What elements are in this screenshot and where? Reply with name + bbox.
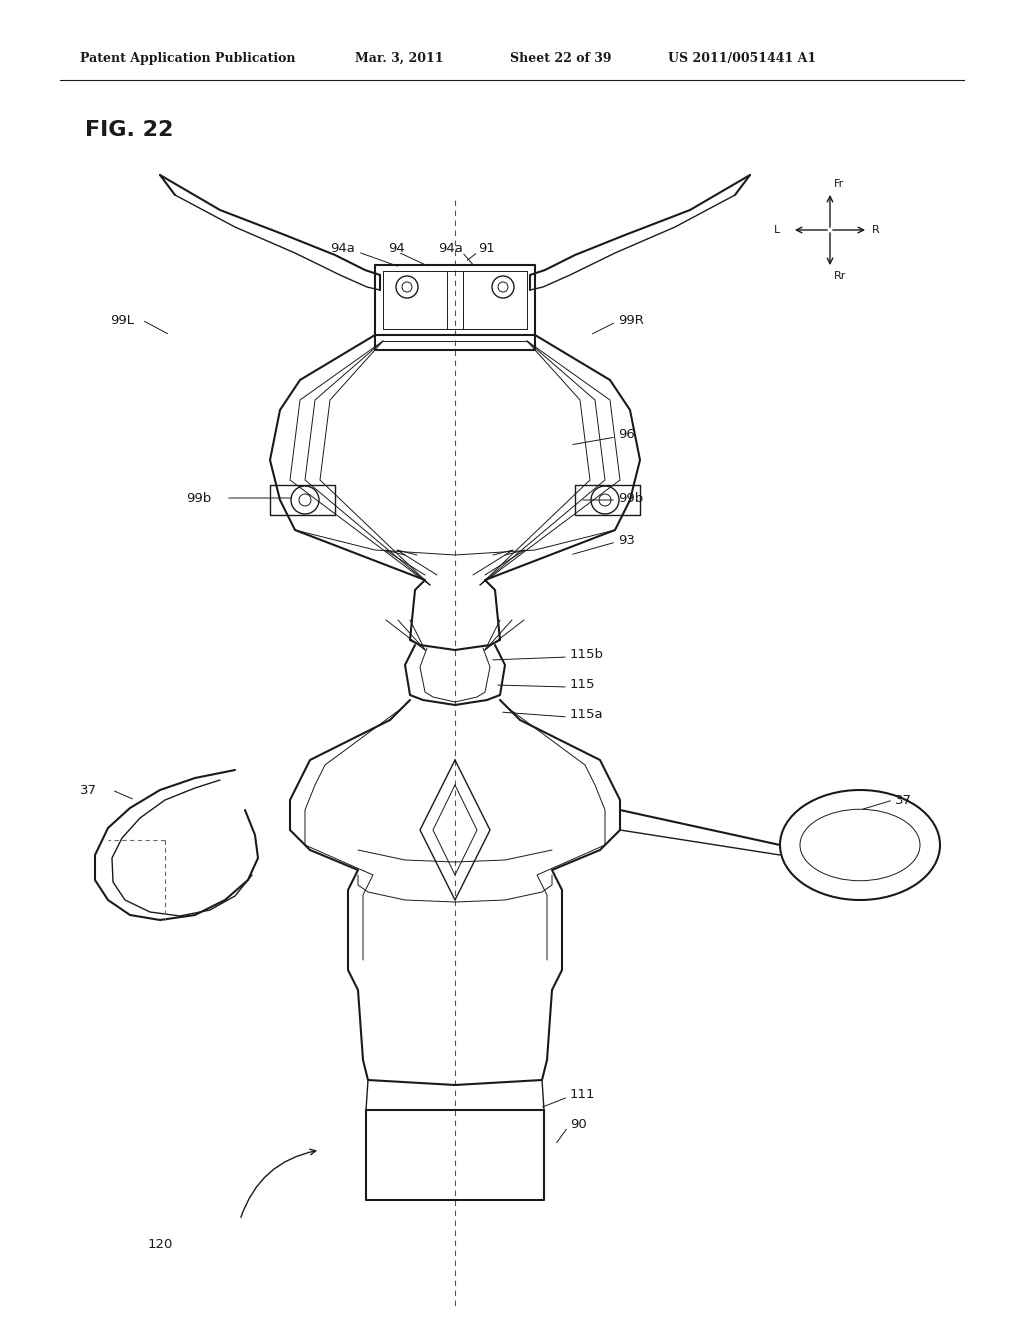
Text: 115b: 115b (570, 648, 604, 661)
Text: 90: 90 (570, 1118, 587, 1131)
Text: R: R (872, 224, 880, 235)
Text: L: L (774, 224, 780, 235)
Text: 115: 115 (570, 678, 596, 692)
Text: 37: 37 (80, 784, 97, 796)
Circle shape (291, 486, 319, 513)
Text: US 2011/0051441 A1: US 2011/0051441 A1 (668, 51, 816, 65)
Text: Fr: Fr (834, 180, 844, 189)
Text: 99L: 99L (110, 314, 134, 326)
Text: 94a: 94a (330, 242, 355, 255)
Text: FIG. 22: FIG. 22 (85, 120, 173, 140)
Circle shape (492, 276, 514, 298)
Text: Rr: Rr (834, 271, 847, 281)
Text: 91: 91 (478, 242, 495, 255)
Text: 120: 120 (148, 1238, 173, 1251)
Text: Sheet 22 of 39: Sheet 22 of 39 (510, 51, 611, 65)
Text: 99R: 99R (618, 314, 644, 326)
Text: 96: 96 (618, 429, 635, 441)
Text: 94a: 94a (438, 242, 463, 255)
Text: 37: 37 (895, 793, 912, 807)
Text: 115a: 115a (570, 709, 603, 722)
Text: Mar. 3, 2011: Mar. 3, 2011 (355, 51, 443, 65)
Text: 99b: 99b (618, 491, 643, 504)
Circle shape (396, 276, 418, 298)
Text: 99b: 99b (186, 491, 211, 504)
Text: 94: 94 (388, 242, 404, 255)
Text: 93: 93 (618, 533, 635, 546)
Circle shape (591, 486, 618, 513)
Text: Patent Application Publication: Patent Application Publication (80, 51, 296, 65)
Text: 111: 111 (570, 1089, 596, 1101)
